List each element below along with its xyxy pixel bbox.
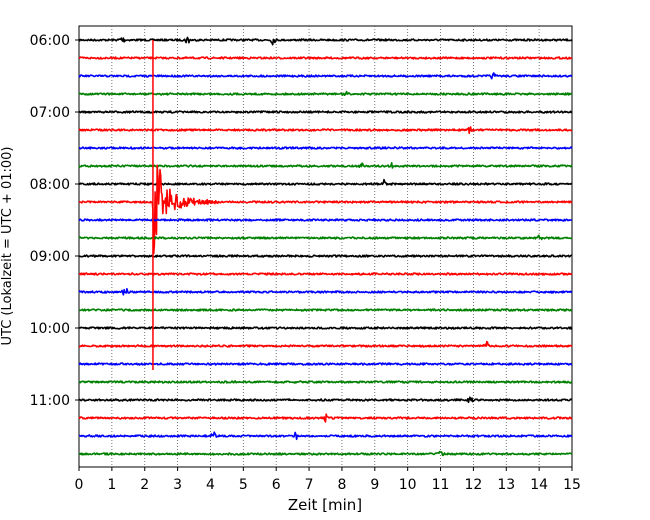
trace-0815: [78, 164, 573, 255]
y-tick-label: 07:00: [30, 105, 70, 121]
trace-0730: [78, 146, 573, 150]
y-axis-label: UTC (Lokalzeit = UTC + 01:00): [0, 147, 15, 346]
y-axis-ticks: 06:00 07:00 08:00 09:00 10:00 11:00: [30, 33, 79, 409]
seismic-traces: [78, 36, 573, 457]
x-tick-label: 9: [370, 477, 379, 493]
trace-1030: [78, 362, 573, 366]
y-tick-label: 09:00: [30, 249, 70, 265]
trace-1015: [78, 340, 573, 348]
trace-0900: [78, 254, 573, 258]
x-tick-label: 11: [432, 477, 450, 493]
x-tick-label: 15: [563, 477, 581, 493]
trace-0930: [78, 287, 573, 296]
trace-1115: [78, 413, 573, 423]
x-tick-label: 7: [305, 477, 314, 493]
trace-0830: [78, 218, 573, 222]
y-tick-label: 11:00: [30, 393, 70, 409]
x-axis-ticks: 0 1 2 3 4 5 6 7 8 9 10 11 12 13 14 15: [75, 467, 581, 493]
trace-1130: [78, 431, 573, 441]
trace-1045: [78, 380, 573, 384]
trace-0945: [78, 308, 573, 312]
y-tick-label: 08:00: [30, 177, 70, 193]
x-tick-label: 3: [173, 477, 182, 493]
x-tick-label: 0: [75, 477, 84, 493]
trace-0715: [78, 126, 573, 135]
x-tick-label: 2: [140, 477, 149, 493]
y-tick-label: 10:00: [30, 321, 70, 337]
trace-1000: [78, 326, 573, 330]
x-axis-label: Zeit [min]: [288, 496, 362, 514]
x-tick-label: 4: [206, 477, 215, 493]
plot-area-frame: [78, 25, 573, 468]
trace-0915: [78, 272, 573, 276]
trace-0630: [78, 72, 573, 80]
x-tick-label: 1: [107, 477, 116, 493]
trace-0600: [78, 36, 573, 46]
x-tick-label: 8: [337, 477, 346, 493]
trace-0745: [78, 162, 573, 169]
x-tick-label: 13: [497, 477, 515, 493]
y-tick-label: 06:00: [30, 33, 70, 49]
trace-1145: [78, 450, 573, 457]
x-tick-label: 14: [530, 477, 548, 493]
x-tick-label: 10: [399, 477, 417, 493]
x-tick-label: 12: [464, 477, 482, 493]
trace-0845: [78, 234, 573, 241]
x-tick-label: 6: [272, 477, 281, 493]
trace-0700: [78, 110, 573, 114]
x-tick-label: 5: [239, 477, 248, 493]
trace-0645: [78, 90, 573, 97]
trace-0615: [78, 56, 573, 60]
trace-1100: [78, 396, 573, 404]
